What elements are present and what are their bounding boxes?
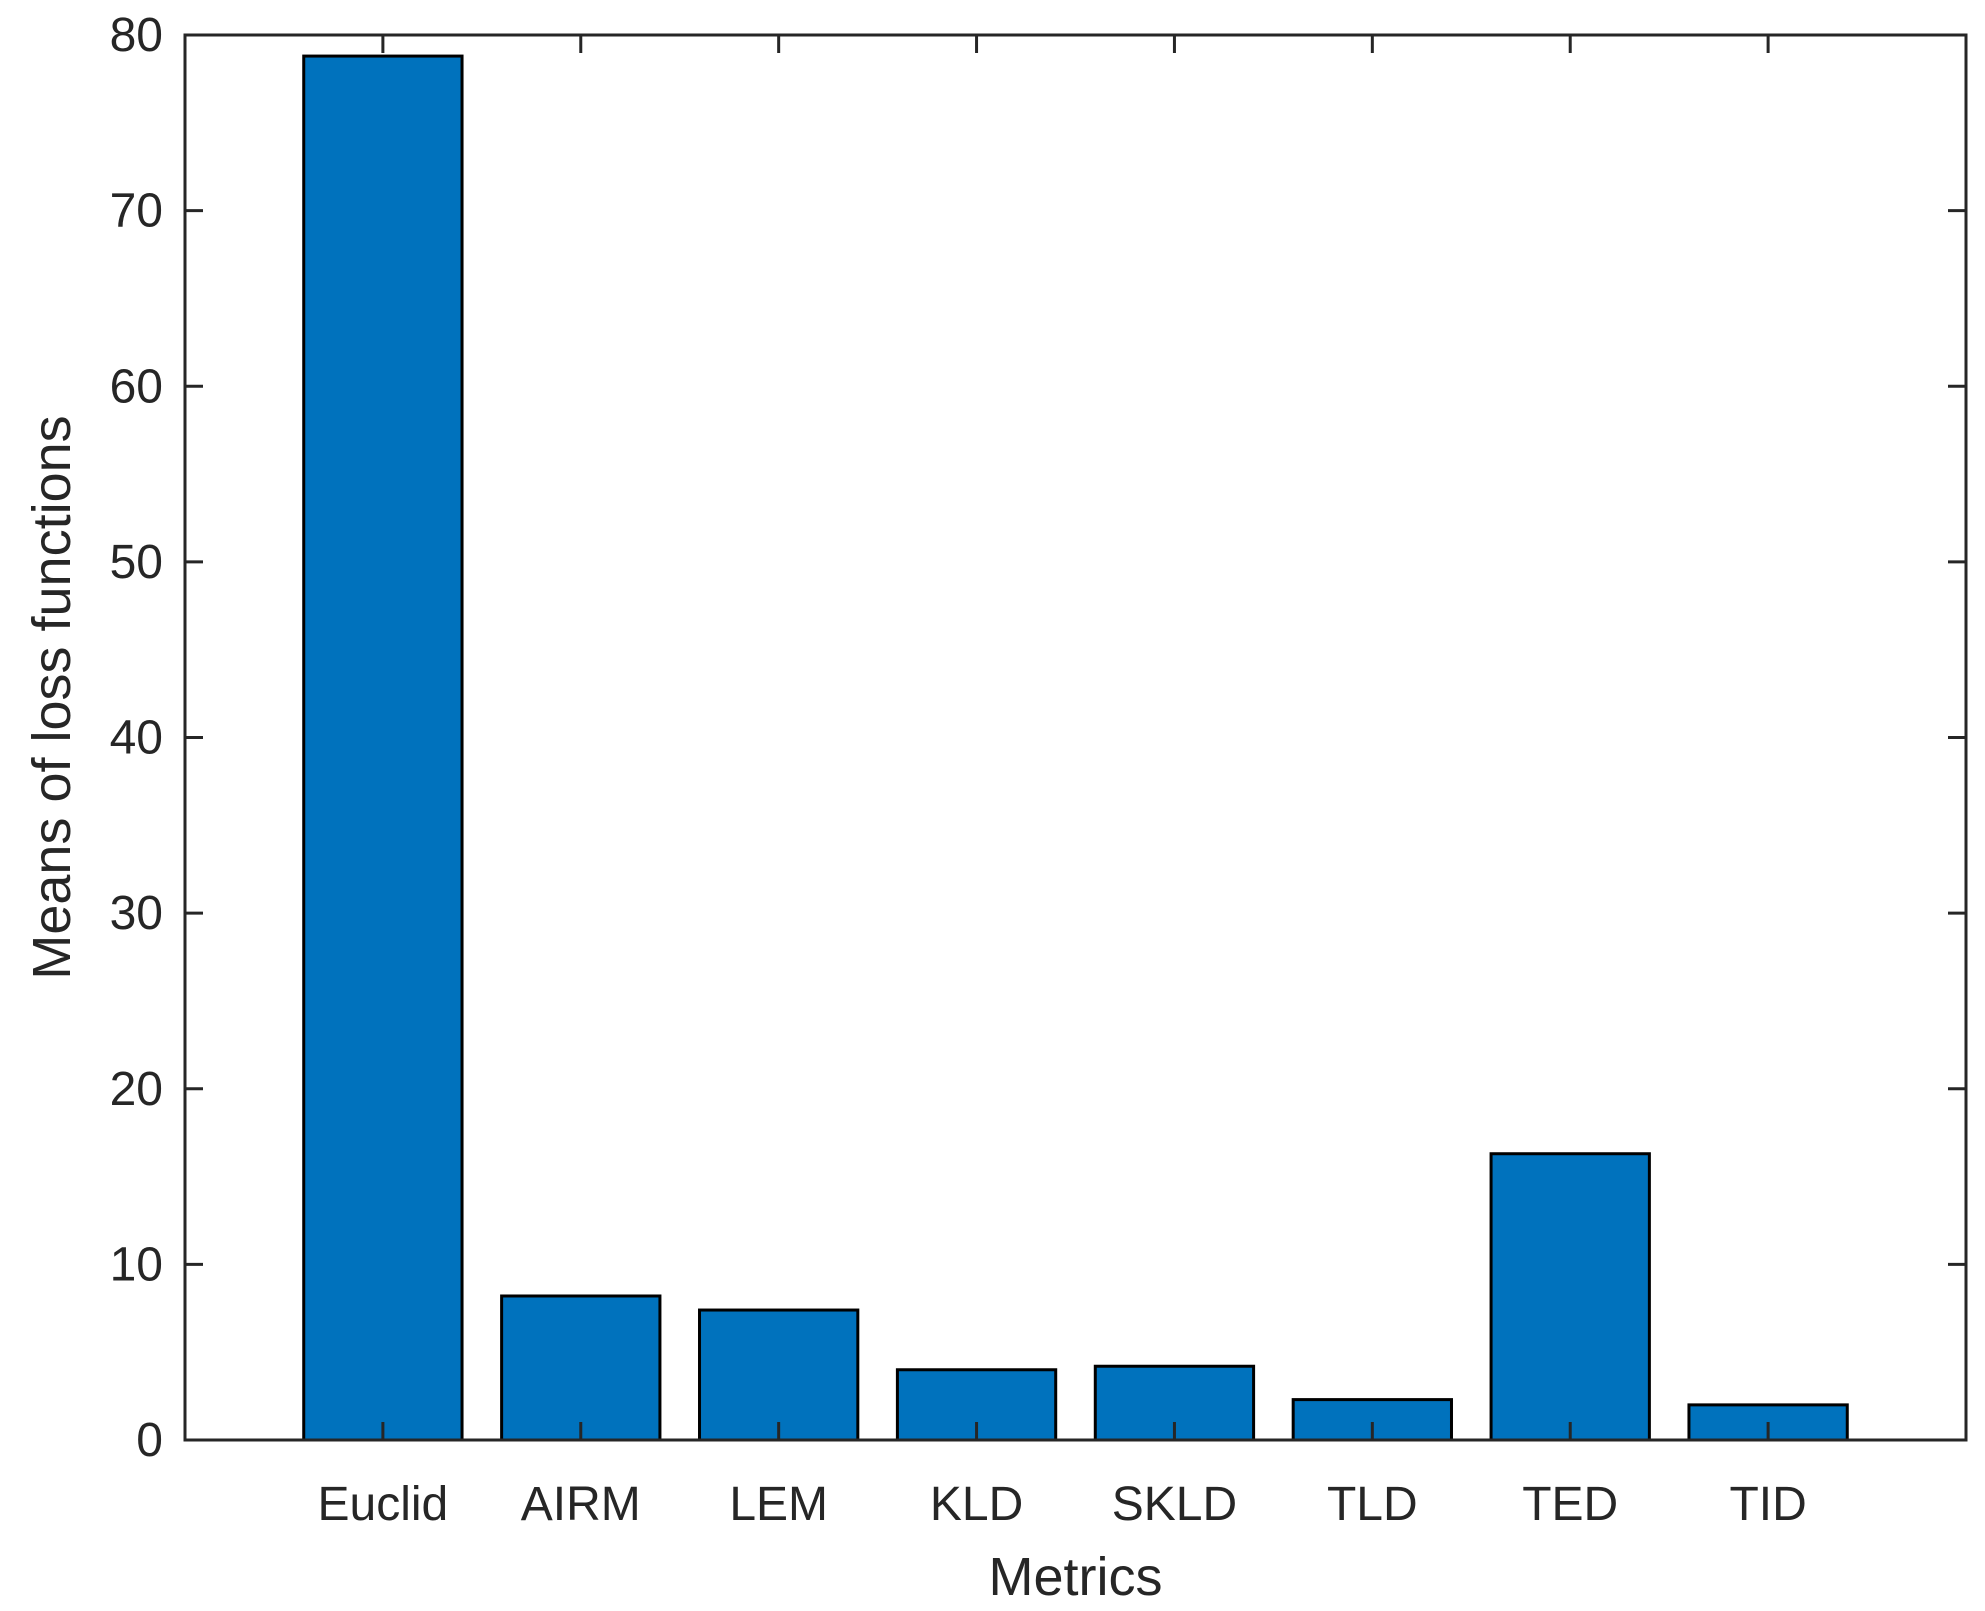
x-tick-label-lem: LEM <box>729 1478 828 1531</box>
y-tick-label: 70 <box>110 185 163 238</box>
x-tick-label-ted: TED <box>1522 1478 1618 1531</box>
y-axis-label: Means of loss functions <box>22 415 82 979</box>
x-axis-label: Metrics <box>989 1547 1163 1607</box>
y-tick-label: 20 <box>110 1063 163 1116</box>
bar-ted <box>1489 1152 1651 1442</box>
x-tick-label-skld: SKLD <box>1112 1478 1237 1531</box>
bar-lem <box>698 1308 860 1442</box>
bar-airm <box>500 1294 662 1442</box>
y-tick-label: 50 <box>110 536 163 589</box>
y-tick-label: 30 <box>110 887 163 940</box>
x-tick-label-kld: KLD <box>930 1478 1023 1531</box>
y-tick-label: 40 <box>110 712 163 765</box>
y-tick-label: 0 <box>136 1414 163 1467</box>
y-tick-label: 60 <box>110 360 163 413</box>
bars-layer <box>302 54 1849 1442</box>
x-tick-label-airm: AIRM <box>521 1478 641 1531</box>
x-tick-label-tid: TID <box>1729 1478 1806 1531</box>
y-tick-label: 10 <box>110 1238 163 1291</box>
x-tick-label-tld: TLD <box>1327 1478 1418 1531</box>
tick-labels-layer: 0 10 20 30 40 50 60 70 80 Euclid AIRM LEM KLD SKLD TLD… <box>110 9 1807 1531</box>
x-tick-label-euclid: Euclid <box>318 1478 449 1531</box>
y-tick-label: 80 <box>110 9 163 62</box>
bar-euclid <box>302 54 464 1442</box>
ticks-layer <box>185 33 1966 1442</box>
